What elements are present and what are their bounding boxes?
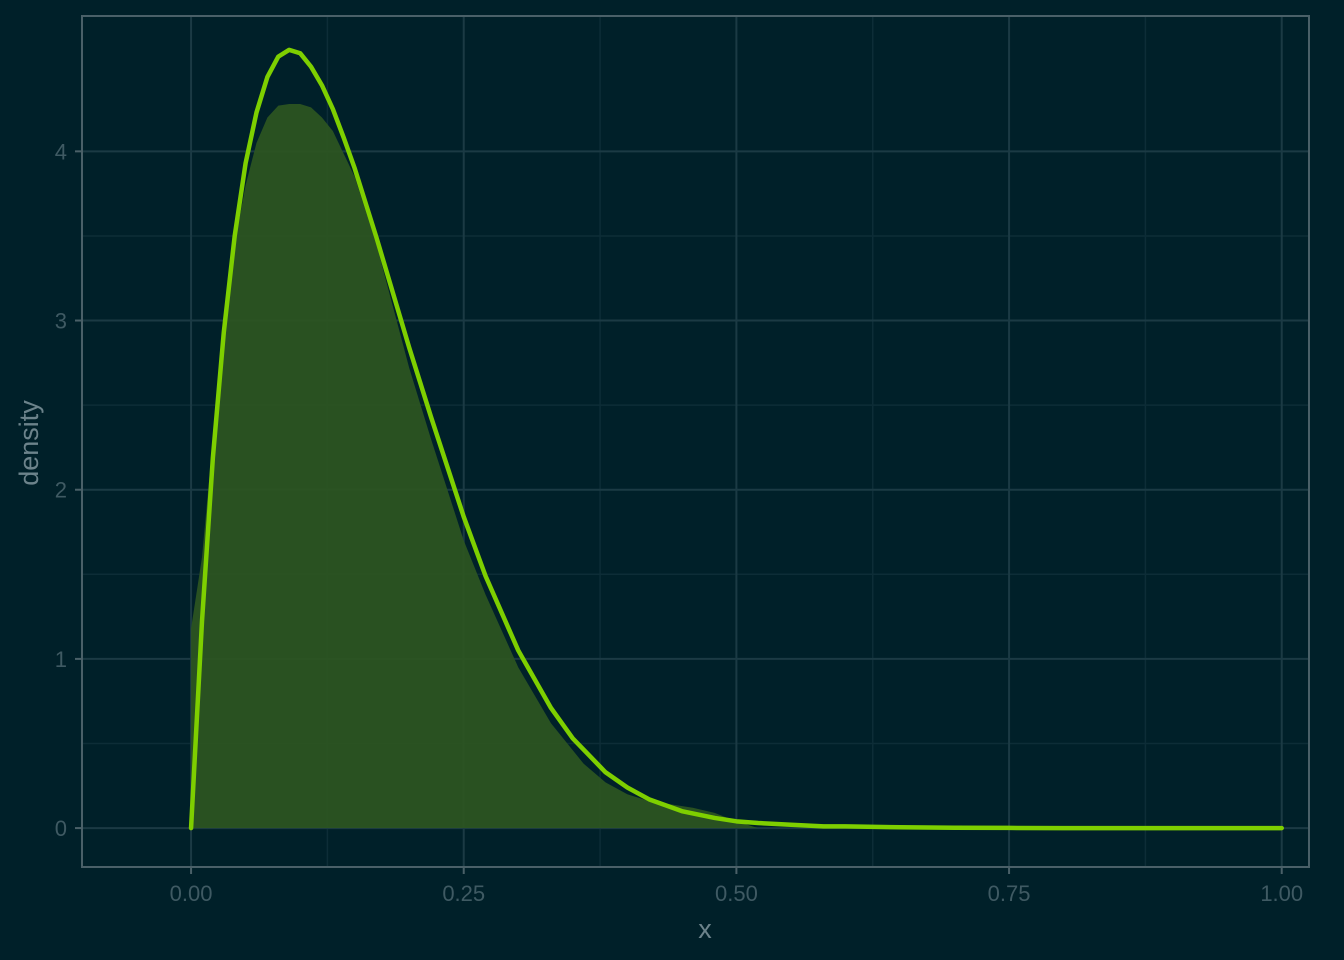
x-tick-label: 0.50 xyxy=(715,881,758,906)
y-axis-tick-labels: 0 1 2 3 4 xyxy=(55,139,67,841)
y-tick-label: 0 xyxy=(55,816,67,841)
y-axis-ticks xyxy=(75,150,82,830)
x-axis-tick-labels: 0.00 0.25 0.50 0.75 1.00 xyxy=(170,881,1303,906)
y-tick-label: 2 xyxy=(55,478,67,503)
y-axis-title: density xyxy=(14,400,44,486)
x-tick-label: 0.00 xyxy=(170,881,213,906)
x-tick-label: 0.75 xyxy=(988,881,1031,906)
panel-border xyxy=(81,15,1310,868)
x-tick-label: 0.25 xyxy=(442,881,485,906)
density-area xyxy=(191,103,759,829)
density-curve xyxy=(188,47,1284,831)
y-tick-label: 4 xyxy=(55,139,67,164)
x-axis-ticks xyxy=(190,867,1283,874)
y-tick-label: 1 xyxy=(55,647,67,672)
y-tick-label: 3 xyxy=(55,309,67,334)
x-tick-label: 1.00 xyxy=(1260,881,1303,906)
x-axis-title: x xyxy=(698,914,712,944)
